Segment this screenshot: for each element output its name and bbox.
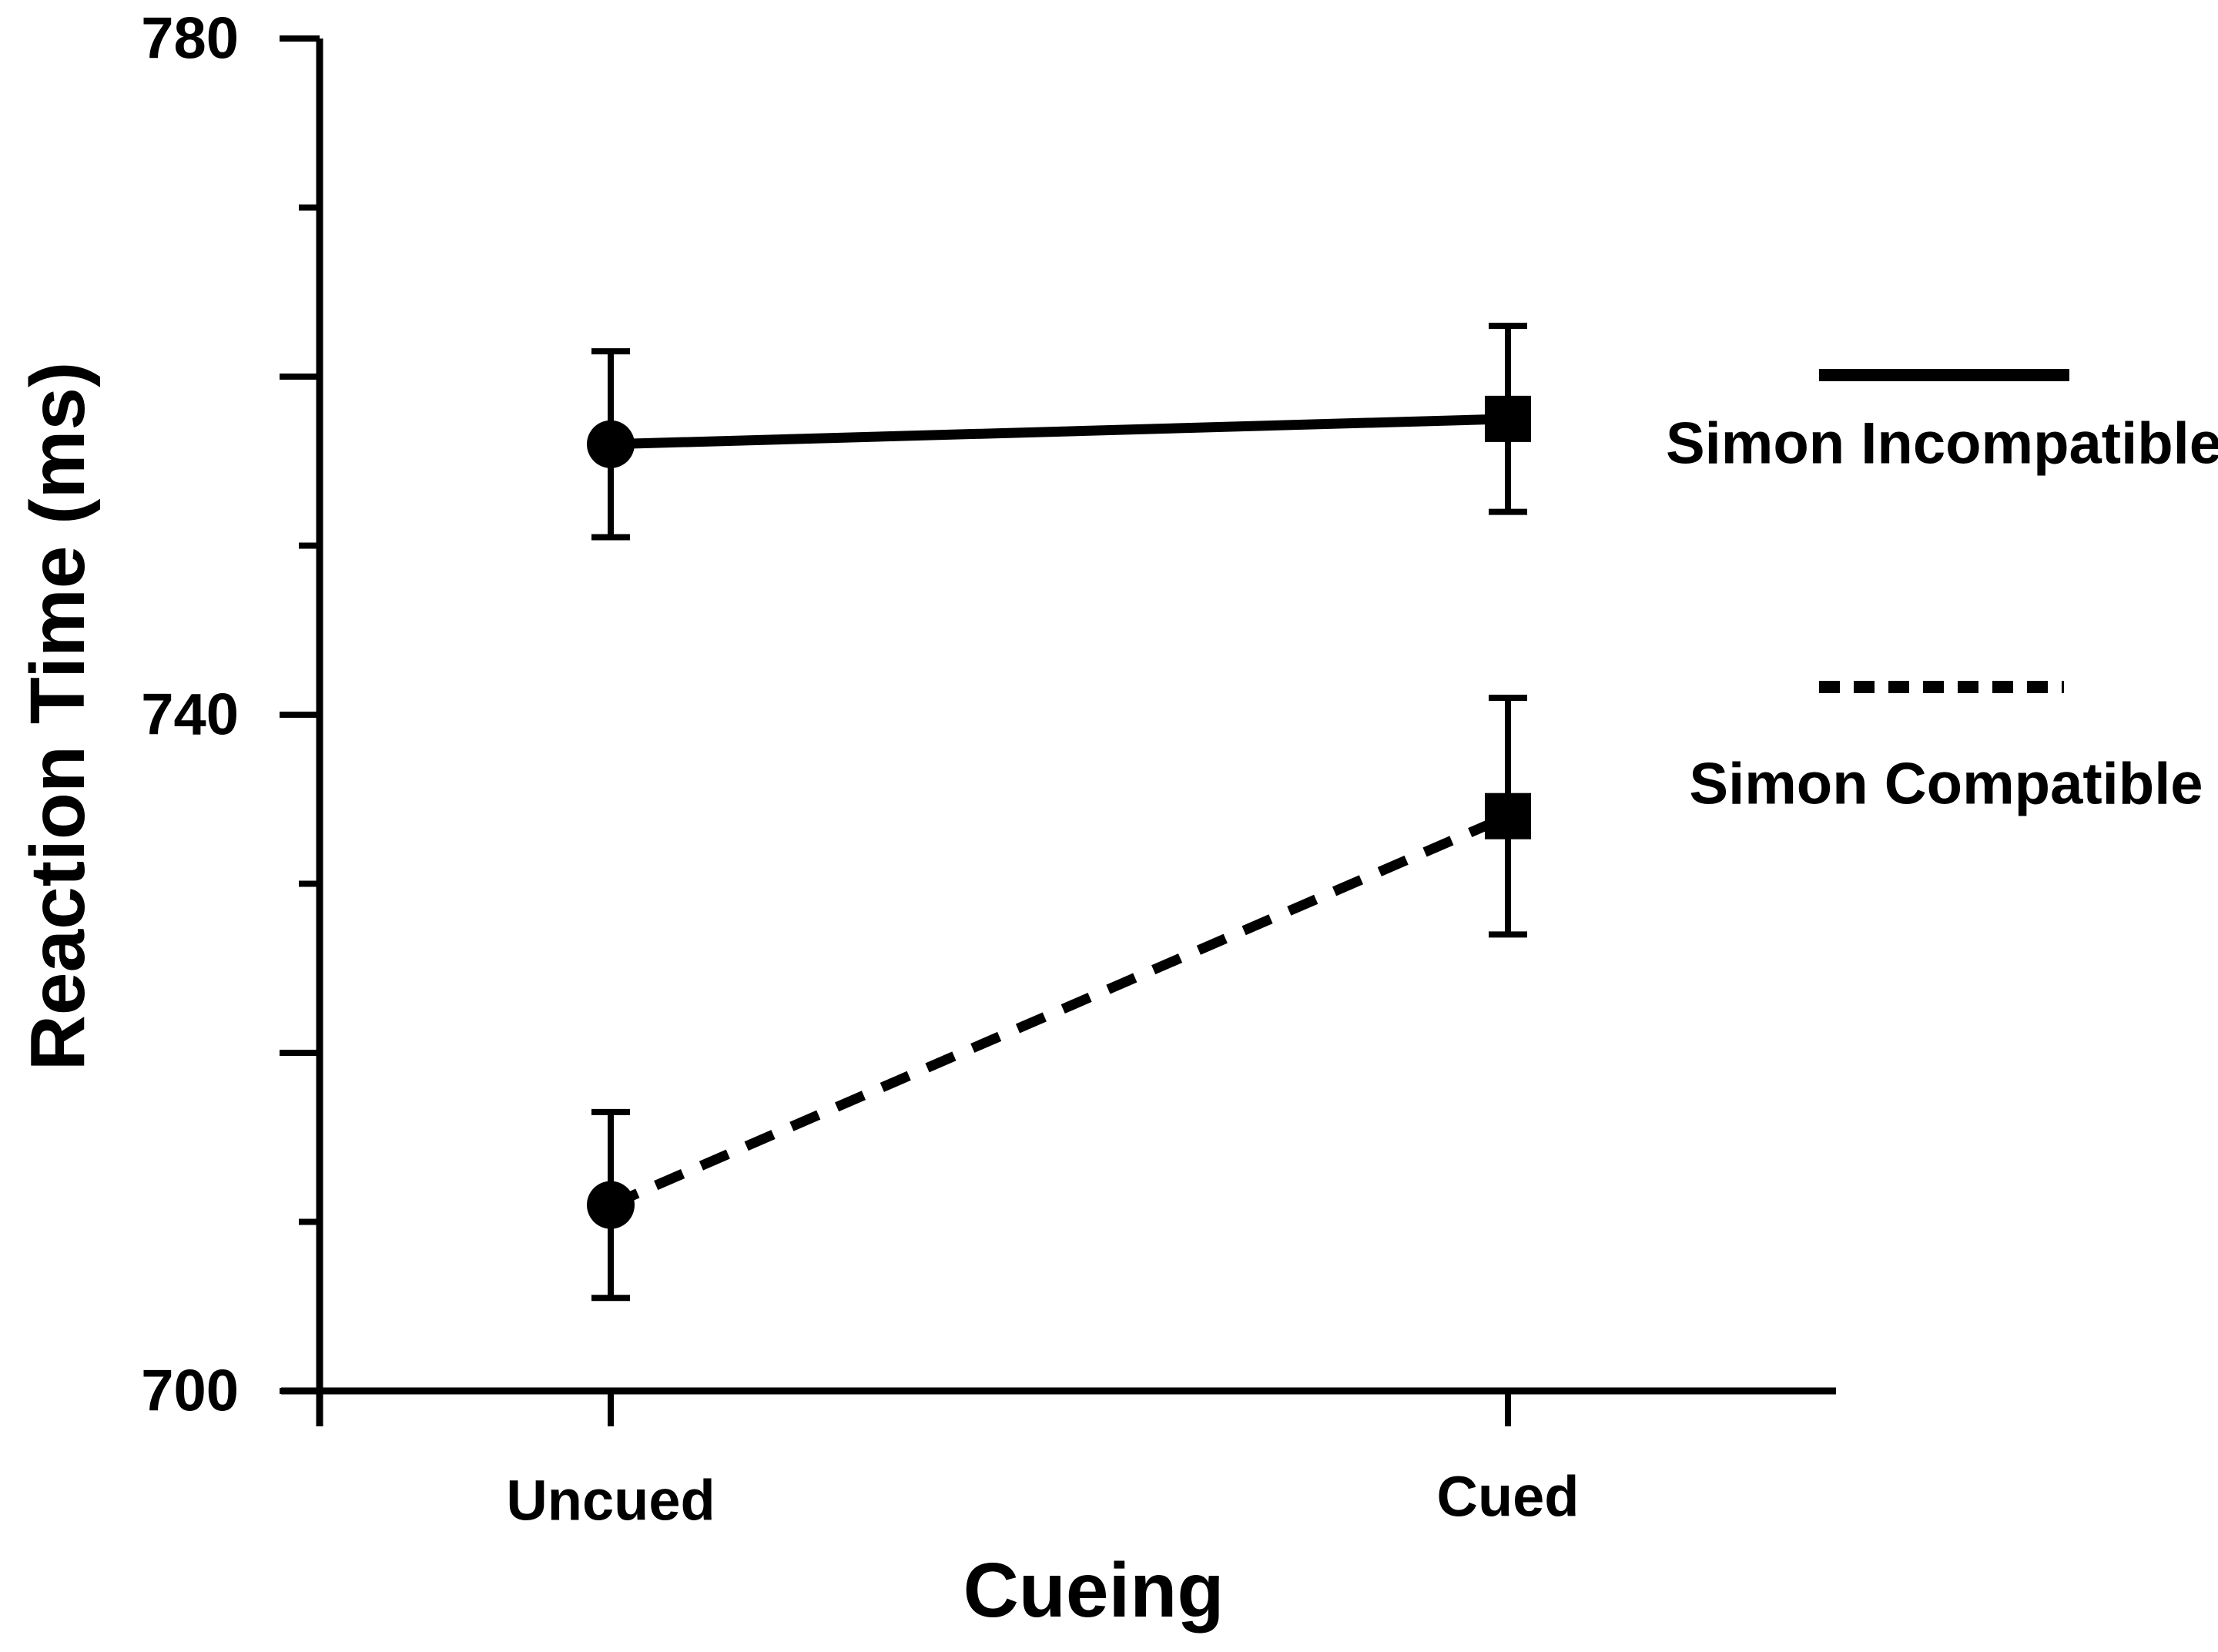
y-tick-label-740: 740 <box>141 682 239 748</box>
y-axis-title: Reaction Time (ms) <box>15 362 101 1071</box>
marker-circle-simon-incompatible <box>587 420 635 468</box>
series-line-simon-compatible <box>608 811 1510 1210</box>
y-tick-label-700: 700 <box>141 1359 239 1424</box>
legend: Simon Incompatible Simon Compatible <box>1666 369 2218 817</box>
y-tick-label-780: 780 <box>141 6 239 72</box>
legend-label-simon-compatible: Simon Compatible <box>1689 752 2203 817</box>
series-line-simon-incompatible <box>610 414 1509 450</box>
marker-square-simon-incompatible <box>1485 395 1531 442</box>
x-axis-title: Cueing <box>963 1547 1225 1634</box>
marker-circle-simon-compatible <box>587 1181 635 1229</box>
plot-area <box>280 35 1531 1426</box>
marker-square-simon-compatible <box>1485 792 1531 839</box>
x-tick-label-cued: Cued <box>1437 1465 1580 1529</box>
legend-label-simon-incompatible: Simon Incompatible <box>1666 411 2218 477</box>
x-tick-label-uncued: Uncued <box>506 1469 715 1533</box>
